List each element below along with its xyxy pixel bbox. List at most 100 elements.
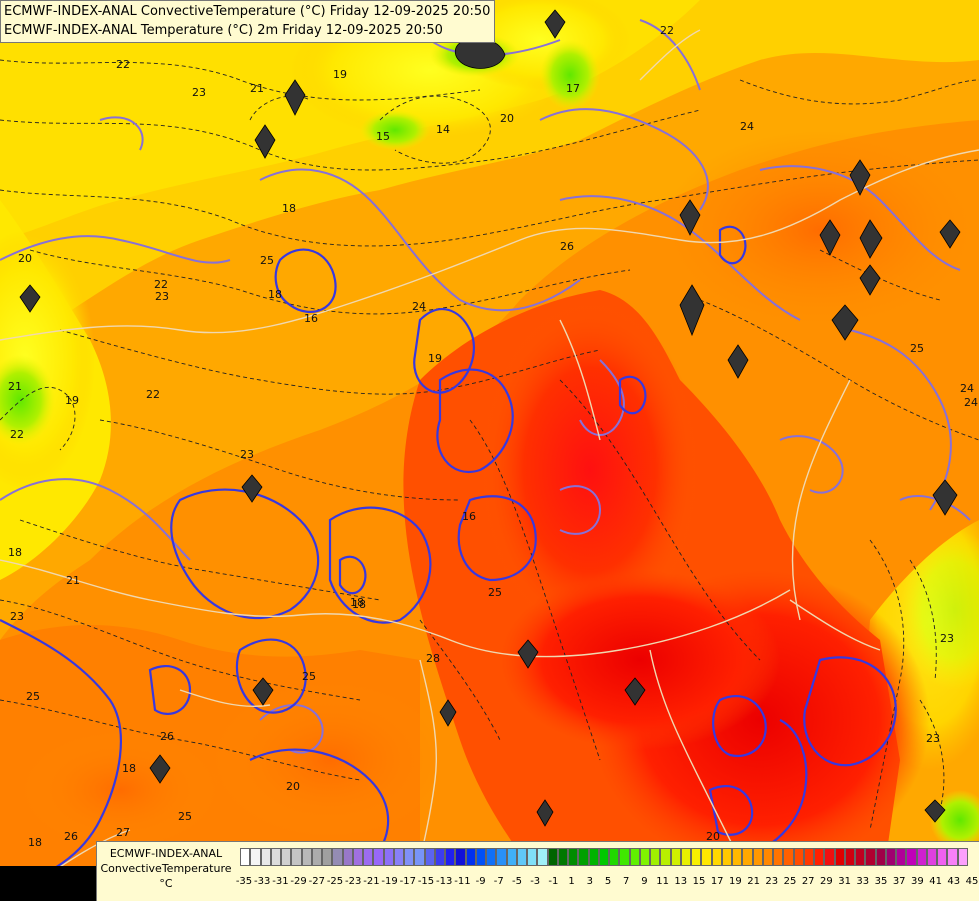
contour-label: 18 — [8, 546, 22, 559]
legend-tick: -9 — [475, 876, 486, 887]
legend-swatch — [332, 848, 343, 866]
green-patch-north-2 — [360, 110, 430, 150]
contour-label: 19 — [428, 352, 442, 365]
contour-label: 22 — [146, 388, 160, 401]
dashed-contours — [0, 59, 979, 831]
legend-source: ECMWF-INDEX-ANAL — [109, 847, 223, 860]
legend-swatch — [250, 848, 261, 866]
contour-label: 17 — [566, 82, 580, 95]
contour-label: 18 — [28, 836, 42, 849]
legend-swatch — [260, 848, 271, 866]
contour-label: 19 — [65, 394, 79, 407]
legend-swatch — [691, 848, 702, 866]
contour-label: 21 — [250, 82, 264, 95]
map-edge-strip — [0, 866, 96, 900]
green-patch-se — [930, 790, 979, 850]
legend-swatch — [547, 848, 558, 866]
legend-swatch — [496, 848, 507, 866]
legend-tick: -31 — [272, 876, 289, 887]
legend-tick-labels: -35 -33 -31 -29 -27 -25 -23 -21 -19 -17 -15 -13 -11-… — [236, 876, 979, 890]
legend-tick: -7 — [493, 876, 504, 887]
legend-swatch — [342, 848, 353, 866]
contour-label: 15 — [376, 130, 390, 143]
legend-swatch — [732, 848, 743, 866]
legend-swatch — [670, 848, 681, 866]
legend-tick: 5 — [604, 876, 612, 887]
contour-label: 27 — [116, 826, 130, 839]
legend-tick: 27 — [801, 876, 815, 887]
contour-label: 20 — [500, 112, 514, 125]
legend-tick: -33 — [254, 876, 271, 887]
legend-swatch — [588, 848, 599, 866]
legend-tick: 15 — [692, 876, 706, 887]
contour-label: 18 — [282, 202, 296, 215]
legend-swatch — [896, 848, 907, 866]
contour-label: 25 — [910, 342, 924, 355]
contour-label: 26 — [64, 830, 78, 843]
legend-swatch — [609, 848, 620, 866]
legend-swatch — [793, 848, 804, 866]
legend-tick: 13 — [674, 876, 688, 887]
contour-label: 21 — [66, 574, 80, 587]
contour-label: 18 — [352, 598, 366, 611]
legend-swatch — [650, 848, 661, 866]
legend-tick: 1 — [568, 876, 575, 887]
contour-label: 26 — [160, 730, 174, 743]
legend-swatch — [752, 848, 763, 866]
contour-label: 16 — [462, 510, 476, 523]
legend-swatch — [455, 848, 466, 866]
legend-swatch — [568, 848, 579, 866]
contour-clusters — [19, 9, 961, 827]
legend-tick: 23 — [765, 876, 779, 887]
legend-tick: -15 — [417, 876, 435, 887]
legend-swatch — [291, 848, 302, 866]
legend-swatch — [885, 848, 896, 866]
legend-swatch — [803, 848, 814, 866]
legend-tick: -29 — [290, 876, 307, 887]
legend-swatch — [824, 848, 835, 866]
purple-contours — [0, 0, 971, 754]
legend-tick: -1 — [548, 876, 559, 887]
legend-swatch — [270, 848, 281, 866]
map-title-line-1: ECMWF-INDEX-ANAL ConvectiveTemperature (… — [4, 4, 491, 19]
legend-swatch — [465, 848, 476, 866]
legend-color-scale — [240, 848, 968, 866]
legend-swatch — [742, 848, 753, 866]
contour-label: 14 — [436, 123, 450, 136]
contour-label: 23 — [240, 448, 254, 461]
legend-swatch — [475, 848, 486, 866]
legend-swatch — [486, 848, 497, 866]
legend-swatch — [680, 848, 691, 866]
legend-swatch — [352, 848, 363, 866]
legend-tick: 9 — [641, 876, 648, 887]
legend-tick: 41 — [929, 876, 942, 887]
legend-swatch — [557, 848, 568, 866]
legend-swatch — [660, 848, 671, 866]
legend-swatch — [424, 848, 435, 866]
legend-swatch — [322, 848, 333, 866]
map-title-box: ECMWF-INDEX-ANAL ConvectiveTemperature (… — [0, 0, 496, 43]
contour-label: 16 — [304, 312, 318, 325]
contour-label: 25 — [302, 670, 316, 683]
legend-swatch — [373, 848, 384, 866]
legend-tick: 7 — [623, 876, 630, 887]
legend-swatch — [711, 848, 722, 866]
green-patch-west — [0, 355, 55, 445]
legend-tick: -35 — [235, 876, 253, 887]
legend-swatch — [414, 848, 425, 866]
legend-swatch — [701, 848, 712, 866]
legend-swatch — [865, 848, 876, 866]
contour-label: 20 — [18, 252, 32, 265]
contour-label: 22 — [660, 24, 674, 37]
legend-swatch — [445, 848, 456, 866]
contour-label: 25 — [178, 810, 192, 823]
legend-tick: -13 — [436, 876, 453, 887]
legend-swatch — [721, 848, 732, 866]
contour-label: 22 — [10, 428, 24, 441]
legend-swatch — [619, 848, 630, 866]
legend-swatch — [578, 848, 589, 866]
legend-tick: -5 — [512, 876, 522, 887]
blue-contours — [0, 225, 897, 892]
legend-swatch — [598, 848, 609, 866]
